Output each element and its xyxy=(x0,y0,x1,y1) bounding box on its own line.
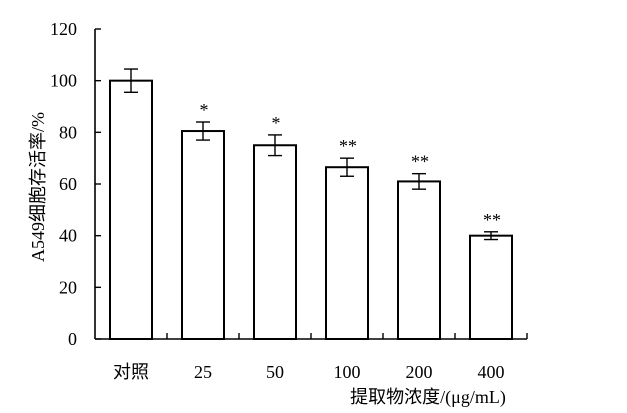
bar-0 xyxy=(109,79,153,341)
y-tick-label: 0 xyxy=(68,329,77,349)
category-labels: 对照 25 50 100 200 400 xyxy=(113,362,505,382)
significance-label-2: * xyxy=(272,113,281,133)
category-label-2: 50 xyxy=(266,362,284,382)
y-tick-label: 100 xyxy=(50,71,77,91)
significance-label-5: ** xyxy=(483,210,501,230)
significance-label-3: ** xyxy=(339,136,357,156)
y-tick-label: 60 xyxy=(59,174,77,194)
y-tick-label: 80 xyxy=(59,122,77,142)
category-label-1: 25 xyxy=(194,362,212,382)
bar-1 xyxy=(181,130,225,340)
bars: ******** xyxy=(109,68,528,341)
y-tick-label: 40 xyxy=(59,226,77,246)
bar-2 xyxy=(253,144,297,340)
y-axis-title: A549细胞存活率/% xyxy=(28,112,48,262)
category-label-3: 100 xyxy=(334,362,361,382)
y-tick-label: 20 xyxy=(59,277,77,297)
category-label-0: 对照 xyxy=(113,362,149,382)
y-tick-label: 120 xyxy=(50,19,77,39)
y-ticks: 0 20 40 60 80 100 120 xyxy=(50,19,101,349)
category-label-5: 400 xyxy=(478,362,505,382)
significance-label-4: ** xyxy=(411,152,429,172)
significance-label-1: * xyxy=(200,100,209,120)
x-axis-title: 提取物浓度/(μg/mL) xyxy=(350,387,506,408)
bar-3 xyxy=(325,166,369,340)
bar-4 xyxy=(397,180,441,340)
category-label-4: 200 xyxy=(406,362,433,382)
axes xyxy=(94,29,527,340)
bar-5 xyxy=(469,234,513,341)
